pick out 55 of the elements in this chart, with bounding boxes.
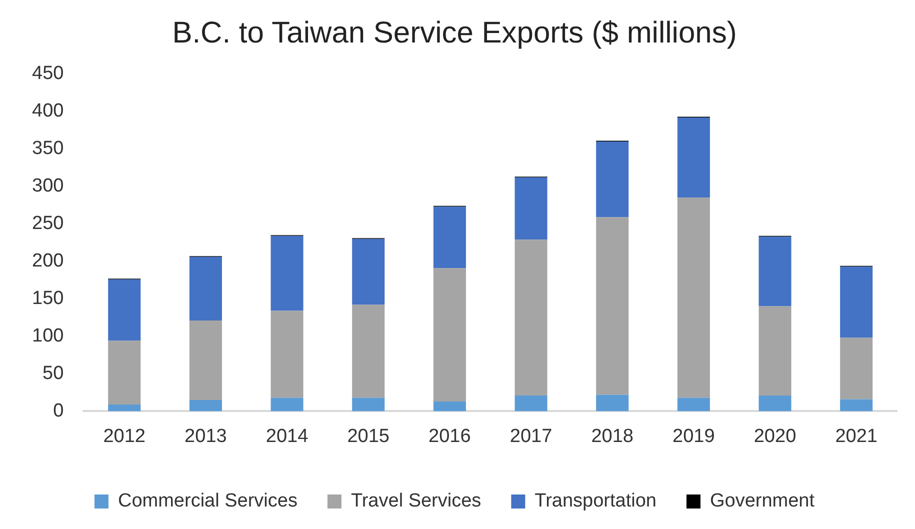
bar bbox=[514, 240, 548, 396]
bar bbox=[596, 394, 629, 412]
y-tick-label: 450 bbox=[32, 63, 64, 84]
bar bbox=[514, 177, 548, 240]
bar bbox=[352, 238, 385, 305]
y-tick-label: 350 bbox=[32, 138, 64, 160]
bar bbox=[840, 338, 873, 400]
x-tick-label: 2014 bbox=[266, 426, 309, 447]
legend-label: Transportation bbox=[534, 490, 656, 512]
bar bbox=[840, 266, 873, 338]
bar bbox=[189, 320, 222, 400]
bar bbox=[596, 217, 629, 395]
x-tick-label: 2012 bbox=[103, 426, 146, 447]
x-tick-label: 2019 bbox=[672, 426, 715, 447]
bar bbox=[433, 206, 466, 268]
y-tick-label: 0 bbox=[53, 400, 64, 422]
chart-title: B.C. to Taiwan Service Exports ($ millions) bbox=[172, 16, 737, 50]
x-tick-label: 2018 bbox=[591, 426, 634, 447]
bar bbox=[758, 395, 792, 412]
bar bbox=[677, 198, 710, 398]
bar bbox=[758, 306, 792, 396]
bar bbox=[189, 256, 222, 321]
bar bbox=[270, 310, 304, 398]
x-tick-label: 2020 bbox=[754, 426, 796, 447]
bar bbox=[758, 236, 792, 306]
x-tick-label: 2013 bbox=[184, 426, 227, 447]
bar bbox=[108, 404, 141, 412]
bar bbox=[108, 340, 141, 404]
x-tick-label: 2016 bbox=[428, 426, 471, 447]
bar bbox=[352, 398, 385, 412]
bar bbox=[433, 268, 466, 402]
y-tick-label: 200 bbox=[32, 250, 64, 272]
bar bbox=[270, 398, 304, 412]
bar bbox=[189, 400, 222, 412]
y-tick-label: 400 bbox=[32, 100, 64, 122]
legend-label: Government bbox=[710, 490, 816, 512]
y-tick-label: 150 bbox=[32, 288, 64, 310]
bar bbox=[596, 141, 629, 218]
y-tick-label: 300 bbox=[32, 176, 64, 197]
y-tick-label: 100 bbox=[32, 326, 64, 346]
bar bbox=[270, 236, 304, 311]
bar bbox=[840, 399, 873, 412]
bar bbox=[352, 304, 385, 398]
legend-label: Travel Services bbox=[350, 490, 482, 512]
legend-label: Commercial Services bbox=[118, 490, 298, 512]
x-tick-label: 2015 bbox=[347, 426, 390, 447]
bar bbox=[514, 395, 548, 412]
bar bbox=[677, 117, 710, 198]
bar bbox=[677, 398, 710, 412]
bar bbox=[108, 279, 141, 341]
x-tick-label: 2017 bbox=[510, 426, 552, 447]
y-tick-label: 50 bbox=[42, 362, 64, 384]
x-tick-label: 2021 bbox=[835, 426, 878, 447]
bar bbox=[433, 401, 466, 412]
y-tick-label: 250 bbox=[32, 213, 64, 234]
